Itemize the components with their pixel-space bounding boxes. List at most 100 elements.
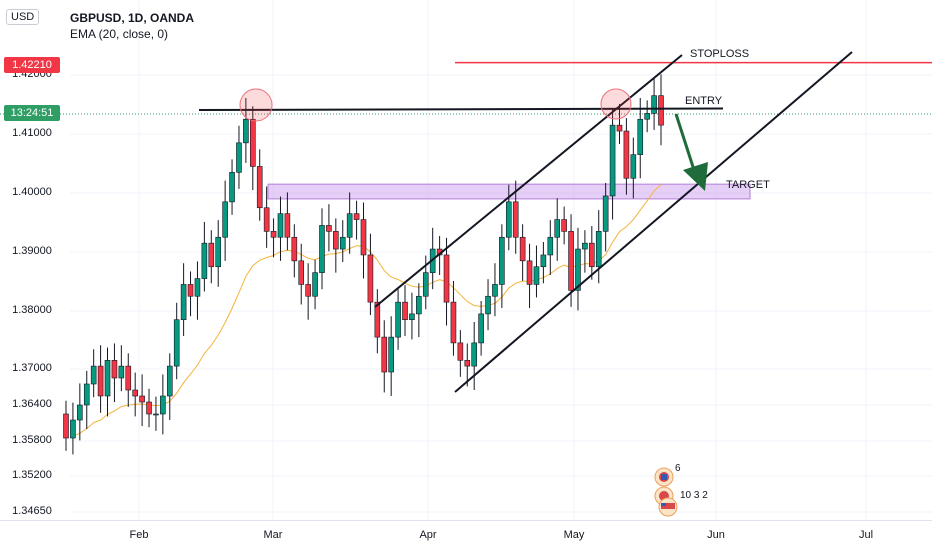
event-count-top: 6 — [675, 463, 681, 474]
time-tick-label: Jun — [707, 529, 725, 541]
candle-body — [333, 231, 339, 250]
candle-body — [326, 225, 332, 232]
candle-body — [250, 118, 256, 167]
event-flag-top[interactable] — [654, 467, 674, 487]
candle-body — [595, 231, 602, 268]
candle-body — [416, 295, 422, 315]
candle-body — [499, 236, 505, 285]
price-tick-label: 1.35200 — [12, 469, 52, 481]
candle-body — [97, 365, 104, 397]
stoploss-label: STOPLOSS — [690, 48, 750, 60]
candle-body — [83, 383, 90, 406]
chart-grid — [70, 0, 932, 520]
candle-body — [623, 130, 630, 179]
candle-body — [512, 201, 519, 238]
candle-body — [637, 118, 644, 155]
candle-body — [464, 359, 471, 367]
stoploss-price-tag: 1.42210 — [4, 57, 60, 73]
candle-body — [388, 336, 394, 373]
candle-body — [319, 225, 325, 273]
high-circle-right — [600, 88, 632, 120]
time-axis-border — [0, 520, 932, 521]
candle-body — [63, 413, 69, 439]
candle-body — [222, 201, 228, 238]
price-tick-label: 1.41000 — [12, 127, 52, 139]
candle-body — [263, 207, 270, 232]
candle-body — [422, 272, 429, 297]
candles — [63, 74, 664, 455]
candle-body — [409, 313, 415, 320]
candle-body — [298, 260, 305, 285]
candle-body — [485, 295, 491, 315]
indicator-label[interactable]: EMA (20, close, 0) — [70, 27, 169, 41]
candle-body — [609, 124, 616, 197]
candle-body — [644, 113, 650, 120]
candle-body — [277, 213, 284, 238]
symbol-title[interactable]: GBPUSD, 1D, OANDA — [70, 11, 195, 25]
candle-body — [125, 365, 132, 391]
currency-button[interactable]: USD — [6, 9, 40, 25]
candle-body — [118, 365, 125, 379]
candle-body — [132, 389, 138, 397]
high-circle-left — [239, 88, 273, 122]
candle-body — [111, 359, 118, 379]
candle-body — [243, 118, 249, 144]
candle-body — [450, 301, 457, 344]
candle-body — [395, 301, 401, 338]
candle-body — [658, 95, 664, 126]
candle-body — [270, 231, 277, 238]
target-label: TARGET — [726, 179, 770, 191]
channel-upper-line[interactable] — [374, 54, 683, 308]
time-tick-label: Apr — [419, 529, 437, 541]
candle-body — [229, 172, 235, 203]
time-tick-label: Feb — [129, 529, 149, 541]
price-tick-label: 1.35800 — [12, 434, 52, 446]
price-tick-label: 1.39000 — [12, 245, 52, 257]
candle-body — [519, 236, 526, 262]
candle-body — [201, 242, 208, 279]
candle-body — [70, 419, 76, 439]
channel-lower-line[interactable] — [454, 51, 853, 393]
candle-body — [575, 248, 581, 291]
candle-body — [547, 236, 554, 256]
candle-body — [284, 213, 291, 238]
entry-label: ENTRY — [685, 95, 723, 107]
candle-body — [554, 219, 561, 238]
candle-body — [160, 395, 166, 415]
candle-body — [478, 313, 484, 344]
candle-body — [139, 395, 145, 403]
candle-body — [153, 413, 159, 416]
price-tick-label: 1.36400 — [12, 398, 52, 410]
candle-body — [616, 124, 623, 132]
candle-body — [291, 236, 298, 262]
candle-body — [630, 154, 637, 179]
price-tick-label: 1.34650 — [12, 505, 52, 517]
time-tick-label: Jul — [858, 529, 874, 541]
candle-body — [471, 342, 477, 367]
event-flag-bottom[interactable] — [654, 486, 678, 517]
candle-body — [180, 284, 187, 321]
candle-body — [236, 142, 242, 173]
candle-body — [346, 213, 353, 238]
legend: GBPUSD, 1D, OANDA EMA (20, close, 0) — [70, 10, 194, 42]
candle-body — [533, 266, 540, 285]
candle-body — [457, 342, 464, 361]
candle-body — [602, 195, 609, 232]
price-tick-label: 1.40000 — [12, 186, 52, 198]
candle-body — [561, 219, 567, 232]
candle-body — [173, 319, 180, 367]
entry-line[interactable] — [198, 107, 724, 111]
candle-body — [651, 95, 657, 114]
candle-body — [90, 365, 97, 385]
candle-body — [402, 301, 408, 320]
candle-body — [312, 272, 318, 297]
candle-body — [146, 401, 152, 415]
candle-body — [166, 365, 173, 397]
candle-body — [208, 242, 215, 268]
candle-body — [540, 254, 547, 268]
candle-body — [104, 359, 111, 397]
price-tick-label: 1.37000 — [12, 362, 52, 374]
candle-body — [353, 213, 360, 220]
time-tick-label: May — [563, 529, 585, 541]
